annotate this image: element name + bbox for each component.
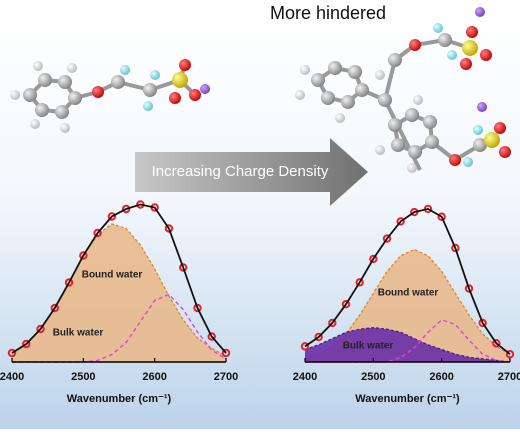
data-point xyxy=(93,228,102,238)
data-point xyxy=(314,332,323,342)
x-tick-label: 2600 xyxy=(142,371,166,383)
data-point xyxy=(396,217,405,226)
molecule-right xyxy=(295,7,511,173)
component-label: Bound water xyxy=(82,270,143,281)
data-point xyxy=(355,278,364,287)
x-tick-label: 2500 xyxy=(361,371,385,383)
arrow-label: Increasing Charge Density xyxy=(152,163,329,180)
component-area xyxy=(305,327,510,362)
x-tick-label: 2700 xyxy=(214,371,238,383)
x-tick-label: 2700 xyxy=(498,371,520,383)
x-tick-label: 2400 xyxy=(293,371,317,383)
component-line xyxy=(305,319,511,363)
data-point xyxy=(382,234,392,243)
data-point xyxy=(64,278,74,287)
molecule-left xyxy=(10,59,210,133)
data-point xyxy=(478,318,487,328)
fit-line xyxy=(11,203,227,354)
data-point xyxy=(505,349,515,359)
component-label: Bulk water xyxy=(343,341,394,352)
data-point xyxy=(207,332,216,341)
data-point xyxy=(437,212,446,221)
component-outline xyxy=(304,248,511,360)
data-point xyxy=(7,348,17,358)
component-label: Bulk water xyxy=(53,328,104,339)
data-point xyxy=(341,300,351,309)
fit-line xyxy=(304,207,511,355)
data-point xyxy=(164,224,174,233)
component-label: Bound water xyxy=(378,288,439,299)
x-axis-label: Wavenumber (cm⁻¹) xyxy=(355,393,460,405)
x-tick-label: 2400 xyxy=(0,371,24,383)
data-point xyxy=(221,348,231,358)
x-tick-label: 2500 xyxy=(71,371,95,383)
data-point xyxy=(369,254,378,264)
title: More hindered xyxy=(270,3,386,23)
arrow xyxy=(135,138,368,206)
x-axis-label: Wavenumber (cm⁻¹) xyxy=(67,393,172,405)
data-point xyxy=(22,339,31,349)
data-point xyxy=(328,318,337,328)
component-outline xyxy=(304,326,511,363)
data-point xyxy=(300,342,310,351)
data-point xyxy=(492,339,501,348)
spectrum-chart: Bound water Bulk water 2400 2500 2600 2700 Wav… xyxy=(293,204,520,405)
data-point xyxy=(50,303,59,313)
component-area xyxy=(12,224,226,362)
data-point xyxy=(464,284,474,293)
spectrum-chart: Bound water Bulk water 2400 2500 2600 2700 Wav… xyxy=(0,200,238,405)
data-point xyxy=(107,212,117,221)
data-point xyxy=(79,251,88,260)
data-point xyxy=(36,324,45,334)
data-point xyxy=(121,204,131,214)
x-tick-label: 2600 xyxy=(429,371,453,383)
data-point xyxy=(179,263,188,272)
data-point xyxy=(193,303,202,313)
data-point xyxy=(451,243,460,253)
